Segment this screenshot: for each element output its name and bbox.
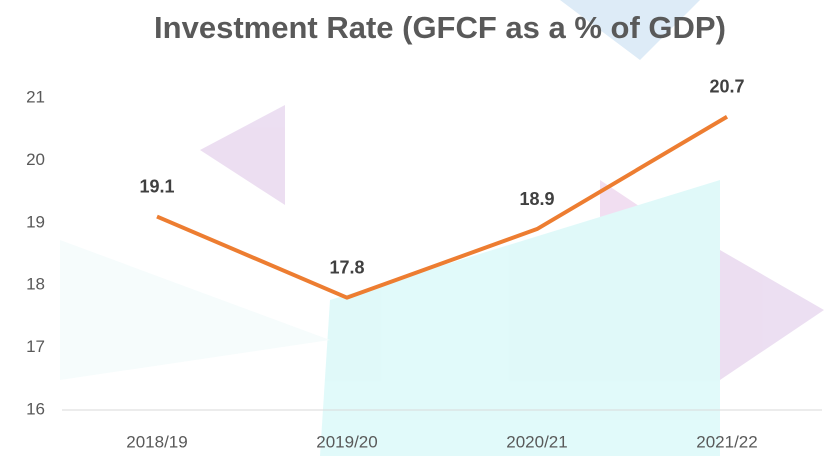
y-tick-label: 21 bbox=[26, 87, 45, 106]
y-tick-label: 17 bbox=[26, 337, 45, 356]
background-decoration bbox=[60, 0, 824, 456]
x-tick-label: 2019/20 bbox=[316, 432, 377, 451]
chart-title: Investment Rate (GFCF as a % of GDP) bbox=[154, 10, 726, 45]
x-tick-label: 2021/22 bbox=[696, 432, 757, 451]
y-tick-label: 20 bbox=[26, 150, 45, 169]
y-tick-label: 16 bbox=[26, 399, 45, 418]
data-label: 20.7 bbox=[709, 76, 744, 96]
data-label: 17.8 bbox=[329, 257, 364, 277]
data-label: 19.1 bbox=[139, 176, 174, 196]
y-tick-label: 18 bbox=[26, 275, 45, 294]
y-tick-label: 19 bbox=[26, 212, 45, 231]
data-line bbox=[156, 114, 729, 300]
x-tick-label: 2018/19 bbox=[126, 432, 187, 451]
data-label: 18.9 bbox=[519, 189, 554, 209]
x-tick-label: 2020/21 bbox=[506, 432, 567, 451]
